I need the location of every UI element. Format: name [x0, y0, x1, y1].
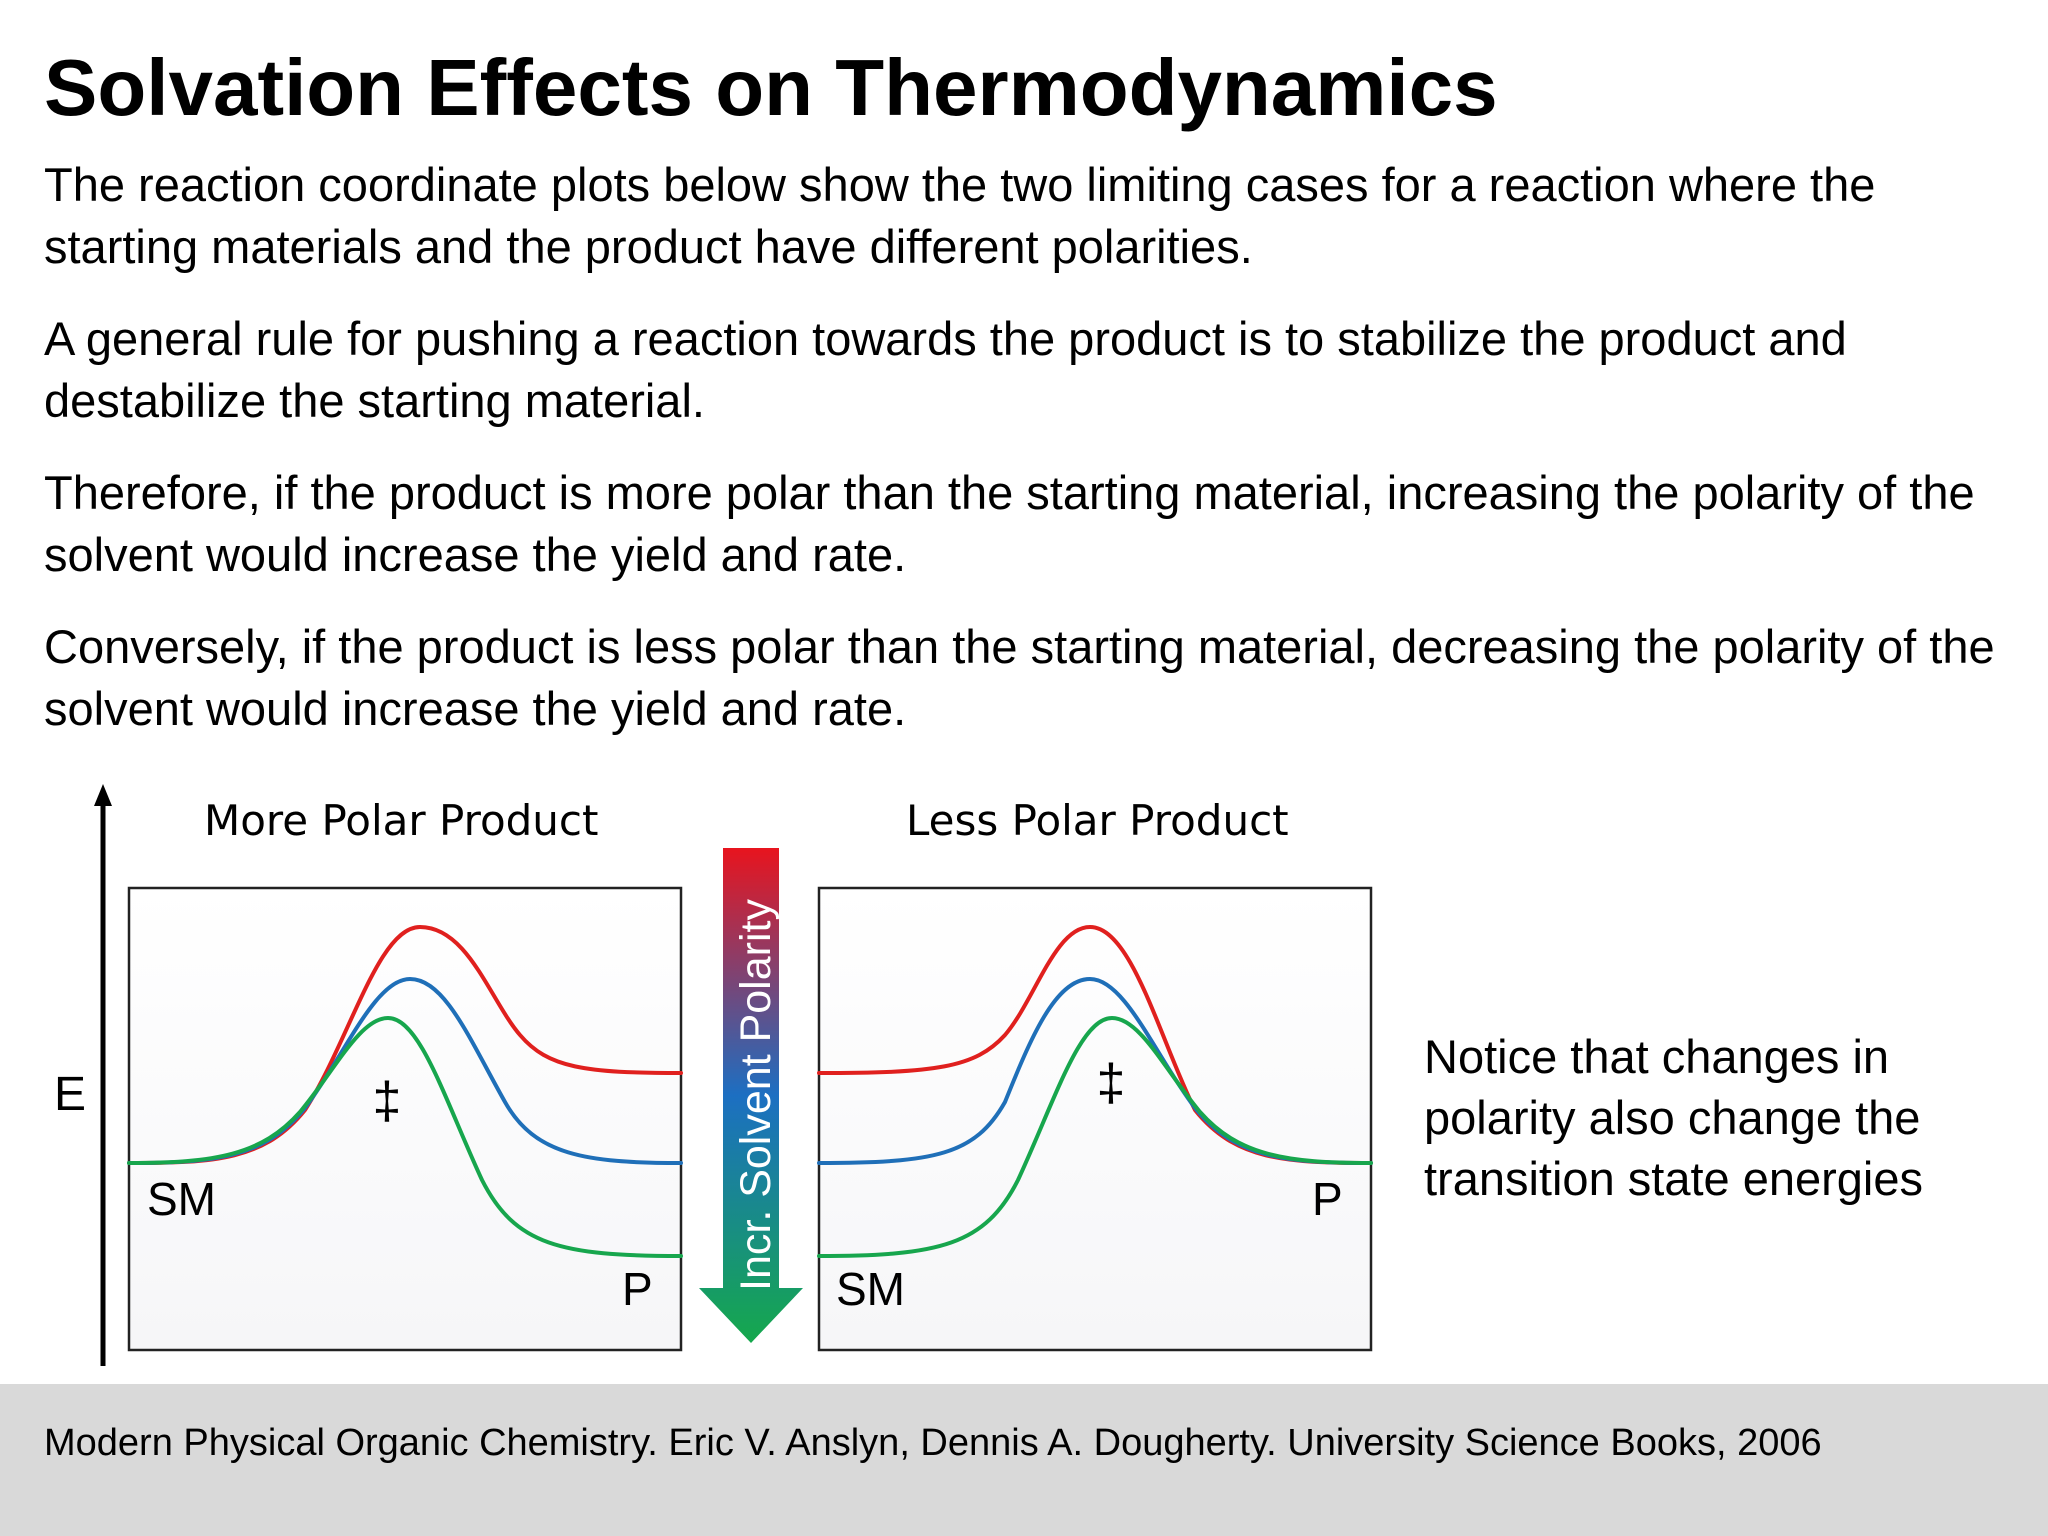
sm-label-less-polar: SM — [836, 1263, 905, 1315]
ts-symbol-less-polar: ‡ — [1097, 1054, 1126, 1112]
p-label-more-polar: P — [622, 1263, 653, 1315]
curve-green-less-polar — [817, 1016, 1373, 1258]
plot-frame-more-polar — [127, 886, 683, 1352]
intro-paragraph: The reaction coordinate plots below show… — [44, 158, 1876, 273]
plot-title-less-polar: Less Polar Product — [906, 796, 1289, 845]
slide-title: Solvation Effects on Thermodynamics — [44, 43, 1498, 132]
sm-label-more-polar: SM — [147, 1173, 216, 1225]
solvent-polarity-arrow — [699, 848, 803, 1343]
general-rule-paragraph: A general rule for pushing a reaction to… — [44, 312, 1847, 427]
less-polar-paragraph: Conversely, if the product is less polar… — [44, 620, 1995, 735]
reaction-coordinate-diagram: E SM P ‡ SM P ‡ Incr. Solvent Polarity — [54, 784, 1373, 1366]
solvent-polarity-arrow-label: Incr. Solvent Polarity — [732, 899, 780, 1291]
energy-axis-label: E — [54, 1068, 86, 1121]
footer-bar: Modern Physical Organic Chemistry. Eric … — [0, 1384, 2048, 1536]
curve-green-more-polar — [127, 1016, 683, 1258]
plot-title-more-polar: More Polar Product — [204, 796, 599, 845]
energy-axis — [94, 784, 112, 1366]
ts-symbol-more-polar: ‡ — [373, 1072, 402, 1130]
p-label-less-polar: P — [1312, 1173, 1343, 1225]
citation: Modern Physical Organic Chemistry. Eric … — [44, 1422, 1822, 1464]
transition-state-note: Notice that changes in polarity also cha… — [1424, 1030, 1924, 1205]
more-polar-paragraph: Therefore, if the product is more polar … — [44, 466, 1975, 581]
plot-frame-less-polar — [817, 886, 1373, 1352]
